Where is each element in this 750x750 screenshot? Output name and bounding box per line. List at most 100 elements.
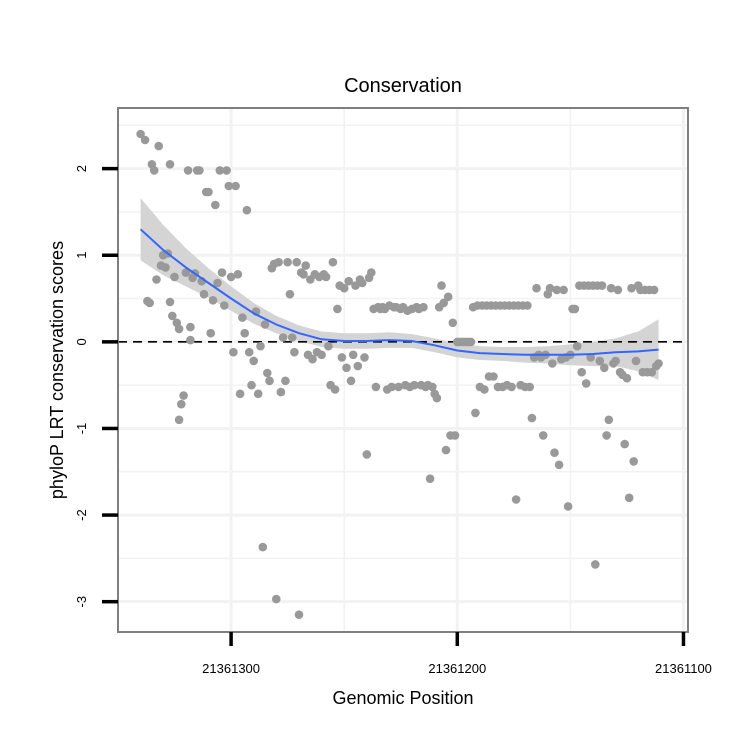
- data-point: [285, 289, 295, 299]
- data-point: [292, 257, 302, 267]
- data-point: [174, 324, 184, 334]
- y-tick-label: 1: [74, 252, 89, 259]
- data-point: [253, 389, 263, 399]
- data-point: [213, 278, 222, 288]
- data-point: [290, 347, 299, 357]
- data-point: [217, 268, 227, 277]
- data-point: [244, 347, 254, 357]
- panel-border: [117, 107, 689, 633]
- y-axis-label: phyloP LRT conservation scores: [47, 241, 67, 499]
- data-point: [489, 372, 498, 381]
- data-point: [204, 187, 213, 197]
- data-point: [179, 391, 188, 400]
- data-point: [360, 353, 369, 362]
- data-point: [308, 354, 317, 364]
- data-point: [624, 493, 634, 503]
- data-point: [281, 376, 290, 386]
- data-point: [183, 166, 193, 175]
- data-point: [276, 387, 286, 397]
- data-point: [346, 376, 356, 386]
- data-point: [525, 382, 534, 392]
- data-point: [283, 257, 292, 267]
- data-point: [231, 181, 240, 191]
- data-point: [611, 356, 620, 366]
- y-tick-label: -3: [74, 596, 89, 608]
- x-axis: 21361300 21361200 21361100: [202, 632, 712, 676]
- data-point: [181, 268, 191, 277]
- smooth-line: [139, 228, 659, 356]
- data-point: [224, 181, 234, 191]
- data-point: [511, 495, 521, 504]
- data-point: [410, 380, 419, 390]
- y-axis: -3 -2 -1 0 1 2: [74, 165, 118, 607]
- data-point: [174, 415, 184, 425]
- data-point: [597, 281, 607, 290]
- data-point: [229, 347, 238, 357]
- confidence-ribbon-group: [140, 198, 659, 380]
- data-point: [265, 376, 274, 386]
- data-point: [606, 283, 616, 293]
- data-point: [145, 298, 154, 308]
- data-point: [428, 382, 437, 392]
- data-point: [627, 283, 636, 293]
- data-point: [154, 141, 163, 151]
- data-point: [317, 350, 326, 360]
- data-point: [602, 431, 611, 440]
- data-point: [351, 281, 360, 290]
- data-point: [595, 356, 605, 366]
- data-point: [333, 304, 342, 314]
- data-point: [550, 448, 559, 458]
- data-point: [186, 322, 195, 332]
- data-point: [425, 474, 435, 484]
- x-axis-label: Genomic Position: [332, 688, 473, 708]
- x-tick-label: 21361200: [428, 661, 486, 676]
- data-point: [613, 285, 623, 295]
- data-point: [554, 460, 564, 470]
- data-point: [177, 399, 186, 409]
- data-point: [538, 431, 548, 440]
- data-point: [552, 285, 562, 295]
- x-tick-label: 21361300: [202, 661, 260, 676]
- data-point: [604, 415, 614, 425]
- data-point: [287, 333, 297, 342]
- data-point: [211, 200, 220, 210]
- data-point: [353, 361, 363, 371]
- data-point: [394, 382, 403, 392]
- data-point: [443, 292, 453, 302]
- data-point: [654, 359, 663, 368]
- data-point: [186, 335, 195, 345]
- data-point: [233, 270, 243, 279]
- data-point: [199, 289, 209, 299]
- data-point: [437, 281, 446, 290]
- data-point: [136, 129, 145, 139]
- y-tick-label: -1: [74, 423, 89, 435]
- y-tick-label: 2: [74, 165, 89, 172]
- data-point: [238, 313, 247, 322]
- data-point: [631, 356, 641, 366]
- data-point: [328, 257, 338, 267]
- y-tick-label: 0: [74, 338, 89, 345]
- data-point: [545, 283, 555, 293]
- data-point: [152, 275, 161, 284]
- data-point: [649, 285, 659, 295]
- data-point: [294, 610, 304, 619]
- data-point: [140, 135, 150, 145]
- data-point: [240, 328, 249, 338]
- data-point: [165, 160, 175, 169]
- data-point: [586, 353, 595, 362]
- data-point: [256, 341, 265, 351]
- data-point: [471, 408, 480, 418]
- data-point: [527, 413, 537, 423]
- data-point: [168, 311, 177, 321]
- data-point: [620, 439, 629, 449]
- data-point: [321, 272, 331, 282]
- data-point: [149, 166, 159, 175]
- data-point: [432, 393, 442, 403]
- data-point: [559, 285, 568, 295]
- data-point: [324, 341, 333, 351]
- data-point: [272, 594, 281, 604]
- data-point: [299, 270, 308, 279]
- data-point: [215, 166, 225, 175]
- data-point: [161, 263, 170, 272]
- data-point: [450, 431, 460, 440]
